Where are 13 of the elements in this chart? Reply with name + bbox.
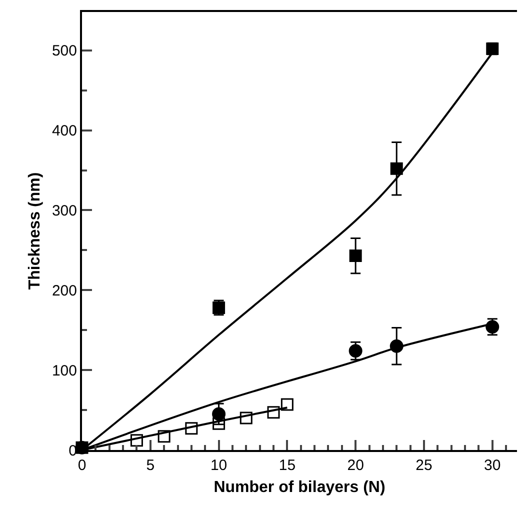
x-tick-label: 15 [278,457,296,474]
x-tick-label: 5 [146,457,155,474]
y-tick-label: 100 [52,362,77,380]
x-tick-label: 25 [416,457,432,474]
x-axis-title: Number of bilayers (N) [214,479,386,496]
y-tick-label: 200 [52,282,77,300]
y-axis-title: Thickness (nm) [26,172,44,290]
x-tick-label: 30 [484,457,501,474]
y-tick-label: 300 [52,202,77,220]
y-tick-label: 500 [52,42,77,60]
x-tick-label: 20 [347,457,364,474]
y-tick-label: 400 [52,122,77,140]
x-tick-label: 10 [210,457,228,474]
